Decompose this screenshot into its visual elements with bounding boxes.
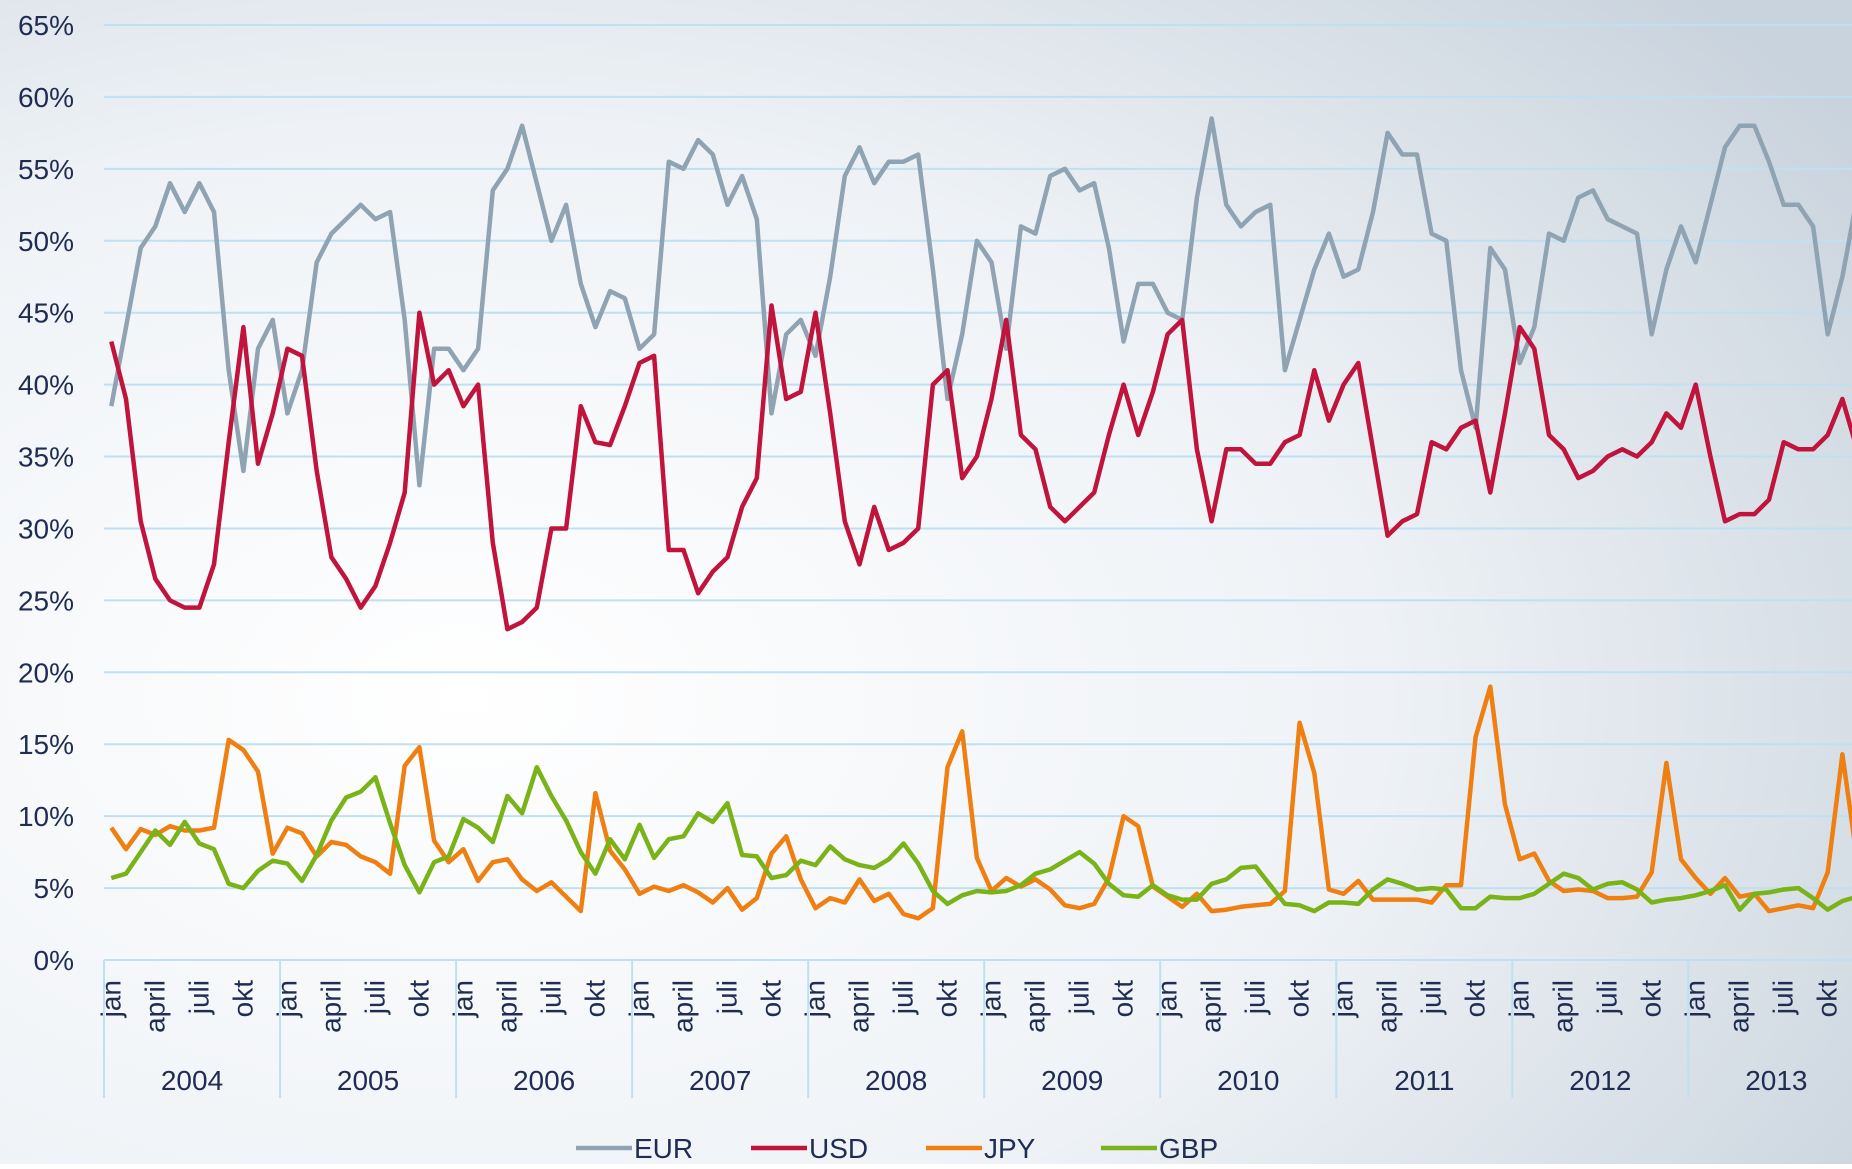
x-tick-label: juli — [1768, 980, 1799, 1015]
x-tick-label: okt — [1108, 980, 1139, 1018]
x-tick-label: juli — [535, 980, 566, 1015]
x-tick-label: april — [1196, 980, 1227, 1033]
x-tick-label: april — [1548, 980, 1579, 1033]
y-tick-label: 55% — [18, 154, 74, 185]
x-tick-label: april — [1020, 980, 1051, 1033]
series-line — [109, 684, 1852, 921]
y-tick-label: 35% — [18, 442, 74, 473]
y-tick-label: 20% — [18, 657, 74, 688]
group-label: 2011 — [1394, 1065, 1454, 1096]
x-tick-label: juli — [1240, 980, 1271, 1015]
y-tick-label: 65% — [18, 10, 74, 41]
axis: 0% 5% 10% 15% 20% 25% 30% 35% 40% 45% 50% 55% 60% 65%… — [18, 10, 1852, 1098]
series-line — [109, 116, 1852, 488]
legend-label: EUR — [634, 1133, 693, 1164]
x-tick-label: april — [1724, 980, 1755, 1033]
x-tick-label: jan — [95, 980, 126, 1018]
x-tick-label: okt — [932, 980, 963, 1018]
group-label: 2007 — [689, 1065, 751, 1096]
x-tick-label: april — [1372, 980, 1403, 1033]
y-tick-label: 10% — [18, 801, 74, 832]
x-tick-label: juli — [711, 980, 742, 1015]
x-tick-label: april — [315, 980, 346, 1033]
legend-label: USD — [809, 1133, 868, 1164]
x-tick-label: jan — [799, 980, 830, 1018]
x-tick-label: jan — [1680, 980, 1711, 1018]
x-tick-label: okt — [1636, 980, 1667, 1018]
x-tick-label: okt — [579, 980, 610, 1018]
y-tick-label: 15% — [18, 729, 74, 760]
x-tick-label: juli — [1064, 980, 1095, 1015]
y-tick-label: 50% — [18, 226, 74, 257]
x-tick-label: jan — [271, 980, 302, 1018]
x-tick-label: okt — [403, 980, 434, 1018]
legend-label: JPY — [984, 1133, 1036, 1164]
x-tick-label: april — [139, 980, 170, 1033]
x-tick-label: april — [491, 980, 522, 1033]
y-tick-label: 5% — [34, 873, 74, 904]
x-tick-label: jan — [1504, 980, 1535, 1018]
x-tick-label: juli — [1592, 980, 1623, 1015]
x-tick-label: jan — [1152, 980, 1183, 1018]
group-label: 2006 — [513, 1065, 575, 1096]
x-tick-label: jan — [447, 980, 478, 1018]
x-tick-label: okt — [1284, 980, 1315, 1018]
x-tick-label: juli — [359, 980, 390, 1015]
legend-label: GBP — [1159, 1133, 1218, 1164]
series-line — [110, 764, 1852, 914]
x-tick-label: juli — [888, 980, 919, 1015]
y-tick-label: 0% — [34, 945, 74, 976]
x-tick-label: juli — [1416, 980, 1447, 1015]
y-tick-label: 60% — [18, 82, 74, 113]
group-label: 2008 — [865, 1065, 927, 1096]
x-tick-label: april — [667, 980, 698, 1033]
lines — [109, 116, 1852, 921]
x-tick-label: jan — [1328, 980, 1359, 1018]
y-tick-label: 30% — [18, 513, 74, 544]
series-line — [109, 303, 1852, 632]
x-tick-label: okt — [755, 980, 786, 1018]
y-tick-label: 45% — [18, 298, 74, 329]
x-tick-label: april — [844, 980, 875, 1033]
y-tick-label: 40% — [18, 370, 74, 401]
group-label: 2009 — [1041, 1065, 1103, 1096]
group-label: 2013 — [1745, 1065, 1807, 1096]
x-tick-label: okt — [1460, 980, 1491, 1018]
group-label: 2010 — [1217, 1065, 1279, 1096]
group-label: 2004 — [161, 1065, 223, 1096]
group-label: 2005 — [337, 1065, 399, 1096]
x-tick-label: jan — [976, 980, 1007, 1018]
legend: EUR USD JPY GBP — [576, 1133, 1218, 1164]
x-tick-label: okt — [227, 980, 258, 1018]
y-tick-label: 25% — [18, 585, 74, 616]
x-tick-label: juli — [183, 980, 214, 1015]
x-tick-label: jan — [623, 980, 654, 1018]
group-label: 2012 — [1569, 1065, 1631, 1096]
x-tick-label: okt — [1812, 980, 1843, 1018]
